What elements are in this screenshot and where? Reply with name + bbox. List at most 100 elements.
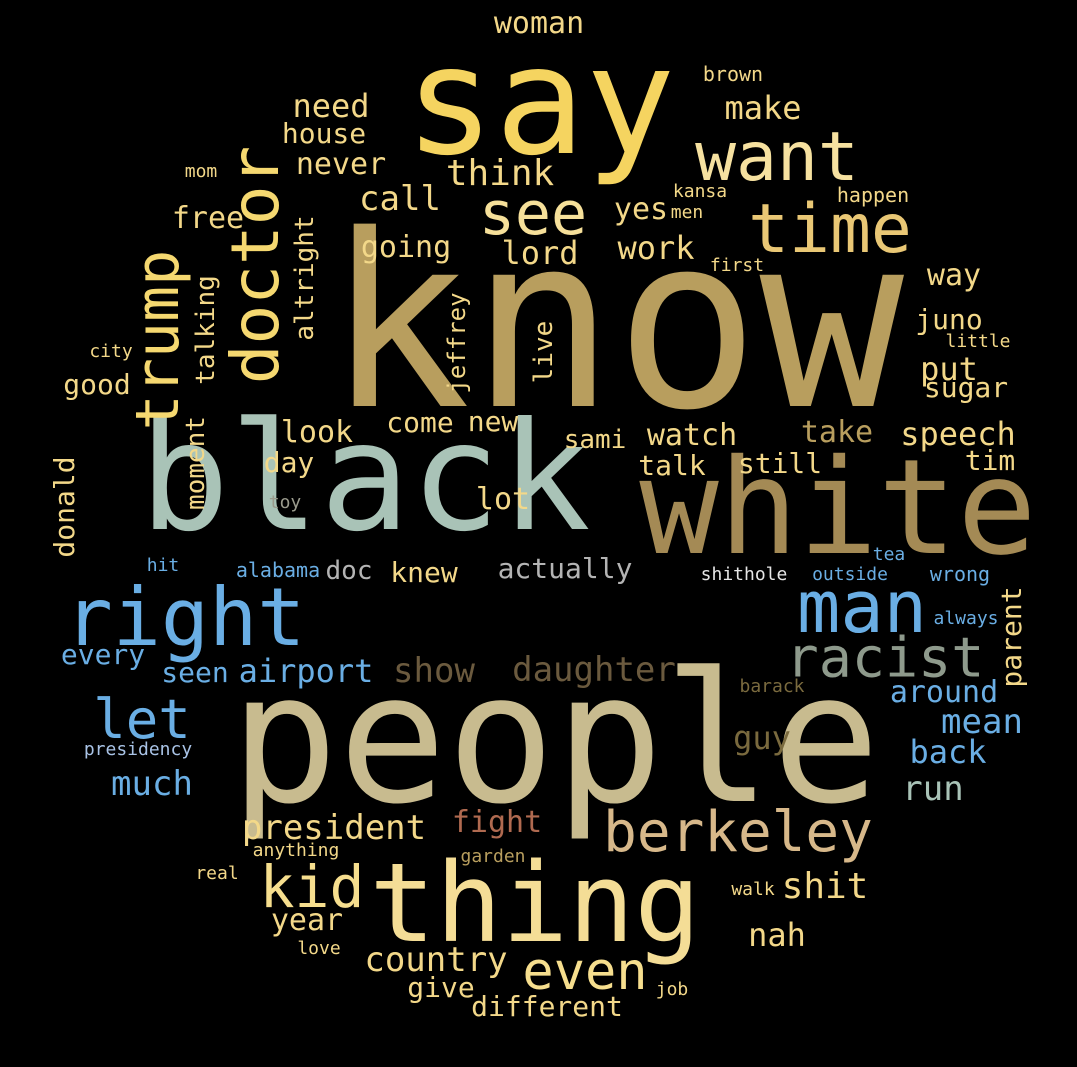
word-make: make [724,89,802,127]
word-city: city [89,341,133,362]
word-kid: kid [259,853,365,921]
word-every: every [60,638,146,671]
word-talk: talk [638,449,706,482]
word-mean: mean [941,702,1023,742]
word-white: white [639,431,1037,585]
word-president: president [241,808,427,848]
word-doctor: doctor [217,145,294,385]
word-berkeley: berkeley [603,800,873,865]
word-barack: barack [739,676,805,697]
word-fight: fight [451,805,543,840]
word-real: real [195,863,239,884]
word-love: love [297,938,341,959]
word-men: men [670,202,704,223]
word-country: country [364,940,508,980]
word-moment: moment [181,416,211,510]
word-shithole: shithole [700,564,788,585]
word-presidency: presidency [83,739,193,760]
word-think: think [445,153,555,194]
word-actually: actually [497,552,633,585]
word-put: put [920,350,978,388]
word-back: back [909,733,987,771]
word-brown: brown [702,62,764,86]
word-know: know [326,183,904,463]
word-first: first [709,255,765,276]
word-wrong: wrong [929,562,991,586]
word-good: good [63,368,131,401]
word-give: give [407,971,475,1004]
word-house: house [281,117,367,150]
word-seen: seen [161,656,229,689]
word-donald: donald [48,456,81,558]
word-much: much [111,764,193,804]
word-run: run [902,769,964,809]
word-need: need [292,87,370,125]
word-little: little [945,331,1011,352]
word-trump: trump [123,249,193,431]
word-sugar: sugar [923,371,1009,404]
word-hit: hit [146,555,180,576]
word-call: call [359,179,441,219]
word-new: new [467,405,519,438]
word-shit: shit [781,866,869,907]
word-man: man [796,565,928,649]
word-live: live [529,320,559,384]
word-toy: toy [268,492,302,513]
word-altright: altright [290,215,320,341]
word-jeffrey: jeffrey [443,292,471,394]
word-garden: garden [460,846,526,867]
word-mom: mom [184,161,218,182]
word-sami: sami [563,425,627,455]
word-never: never [295,147,387,182]
word-going: going [360,230,452,265]
word-guy: guy [733,719,791,757]
word-see: see [478,179,588,249]
word-time: time [748,190,912,269]
word-happen: happen [836,183,910,207]
word-watch: watch [646,418,738,453]
word-day: day [263,446,315,479]
word-show: show [393,651,475,691]
word-say: say [404,15,676,189]
word-black: black [139,391,591,565]
word-job: job [655,979,689,1000]
word-parent: parent [995,586,1028,688]
word-right: right [64,571,306,664]
word-tea: tea [872,544,906,565]
word-tim: tim [964,444,1016,477]
word-look: look [280,415,354,450]
word-knew: knew [390,556,458,589]
word-racist: racist [785,625,985,690]
word-daughter: daughter [512,650,676,690]
word-come: come [386,406,454,439]
word-thing: thing [369,839,701,967]
word-free: free [171,201,245,236]
word-yes: yes [613,192,669,227]
word-different: different [471,990,623,1023]
word-take: take [800,415,874,450]
word-want: want [695,118,859,197]
word-around: around [889,675,999,710]
word-talking: talking [191,275,221,385]
word-always: always [933,608,999,629]
word-let: let [93,688,191,751]
word-nah: nah [748,916,806,954]
word-speech: speech [900,415,1016,453]
word-still: still [737,447,823,480]
word-doc: doc [325,556,373,586]
word-way: way [926,258,982,293]
word-anything: anything [252,840,340,861]
word-airport: airport [238,652,374,690]
word-lot: lot [475,482,531,517]
word-lord: lord [501,234,579,272]
word-woman: woman [493,6,585,41]
word-walk: walk [731,879,775,900]
word-outside: outside [812,564,888,585]
word-even: even [522,942,648,1002]
word-alabama: alabama [235,558,321,582]
word-year: year [270,903,344,938]
word-people: people [229,635,881,844]
word-work: work [617,229,695,267]
word-kansa: kansa [672,181,728,202]
